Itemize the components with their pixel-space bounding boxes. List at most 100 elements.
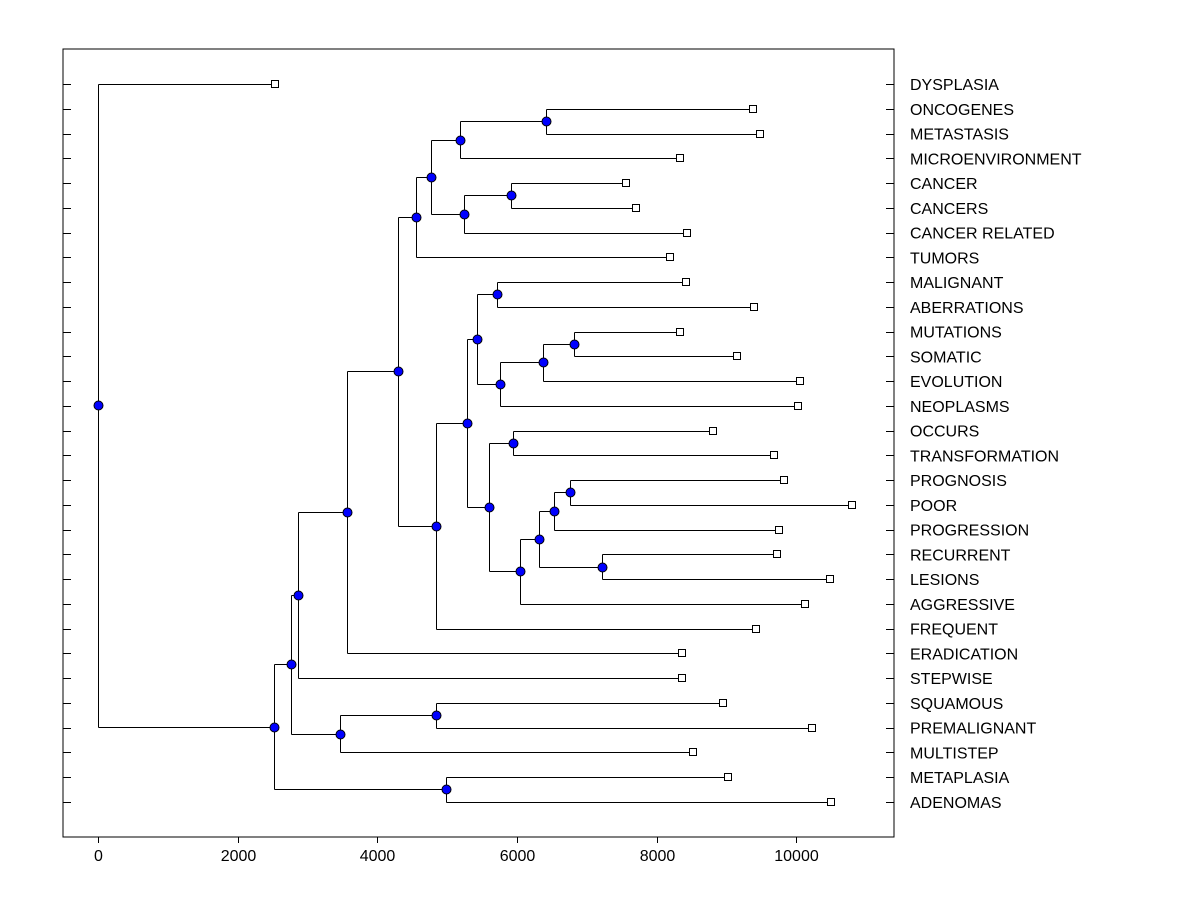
leaf-label: METAPLASIA [910,770,1010,787]
leaf-marker [801,600,809,608]
node-marker [459,209,470,220]
x-tick-label: 0 [94,848,103,865]
leaf-marker [733,352,741,360]
leaf-label: ADENOMAS [910,795,1002,812]
leaf-label: SOMATIC [910,349,982,366]
leaf-marker [770,451,778,459]
leaf-label: LESIONS [910,572,979,589]
node-marker [549,506,560,517]
node-marker [538,357,549,368]
node-marker [269,722,280,733]
leaf-label: CANCER [910,176,978,193]
leaf-label: MUTATIONS [910,325,1002,342]
x-tick-label: 2000 [221,848,257,865]
leaf-marker [724,773,732,781]
leaf-marker [749,105,757,113]
node-marker [472,334,483,345]
leaf-label: PREMALIGNANT [910,721,1036,738]
node-marker [286,659,297,670]
leaf-label: CANCER RELATED [910,226,1055,243]
leaf-labels: DYSPLASIA ONCOGENES METASTASIS MICROENVIRON… [910,77,1082,812]
leaf-marker [271,80,279,88]
leaf-marker [709,427,717,435]
x-tick-label: 4000 [360,848,396,865]
leaf-marker [676,154,684,162]
leaf-label: OCCURS [910,424,979,441]
leaf-marker [775,526,783,534]
x-tick-label: 8000 [640,848,676,865]
node-marker [431,710,442,721]
leaf-marker [682,278,690,286]
y-axis [63,84,894,803]
leaf-marker [683,229,691,237]
leaf-marker [678,649,686,657]
node-marker [393,366,404,377]
leaf-marker [756,130,764,138]
node-marker [431,521,442,532]
leaf-label: POOR [910,498,957,515]
leaf-label: EVOLUTION [910,374,1002,391]
leaf-label: SQUAMOUS [910,696,1003,713]
node-marker [335,729,346,740]
leaf-label: MICROENVIRONMENT [910,151,1082,168]
leaf-label: DYSPLASIA [910,77,999,94]
leaf-marker [826,575,834,583]
leaf-label: MALIGNANT [910,275,1004,292]
leaf-label: NEOPLASMS [910,399,1010,416]
leaf-label: METASTASIS [910,127,1009,144]
node-marker [515,566,526,577]
node-marker [495,379,506,390]
leaf-marker [678,674,686,682]
x-tick-label: 6000 [500,848,536,865]
leaf-marker [794,402,802,410]
node-marker [411,212,422,223]
node-marker [506,190,517,201]
leaf-label: PROGNOSIS [910,473,1007,490]
node-marker [565,487,576,498]
leaf-marker [848,501,856,509]
leaf-marker [676,328,684,336]
node-marker [541,116,552,127]
node-marker [426,172,437,183]
plot-frame [62,48,895,838]
leaf-marker [666,253,674,261]
leaf-label: ERADICATION [910,646,1018,663]
node-marker [569,339,580,350]
leaf-label: STEPWISE [910,671,993,688]
node-marker [484,502,495,513]
node-marker [93,400,104,411]
leaf-marker [719,699,727,707]
leaf-label: ABERRATIONS [910,300,1024,317]
node-marker [441,784,452,795]
leaf-marker [752,625,760,633]
leaf-label: RECURRENT [910,547,1011,564]
leaf-markers [271,80,856,806]
node-marker [597,562,608,573]
node-marker [455,135,466,146]
leaf-marker [780,476,788,484]
node-marker [508,438,519,449]
node-markers [93,116,608,795]
leaf-label: AGGRESSIVE [910,597,1015,614]
leaf-marker [689,748,697,756]
x-axis: 0 2000 4000 6000 8000 10000 [94,837,819,865]
leaf-marker [827,798,835,806]
leaf-label: CANCERS [910,201,988,218]
node-marker [534,534,545,545]
leaf-label: TRANSFORMATION [910,448,1059,465]
leaf-label: FREQUENT [910,622,998,639]
leaf-marker [796,377,804,385]
leaf-label: PROGRESSION [910,523,1029,540]
node-marker [492,289,503,300]
node-marker [462,418,473,429]
leaf-marker [750,303,758,311]
dendrogram-branches [98,84,853,803]
leaf-marker [773,550,781,558]
leaf-marker [632,204,640,212]
node-marker [342,507,353,518]
leaf-label: ONCOGENES [910,102,1014,119]
leaf-label: TUMORS [910,250,979,267]
x-tick-label: 10000 [774,848,819,865]
leaf-marker [808,724,816,732]
